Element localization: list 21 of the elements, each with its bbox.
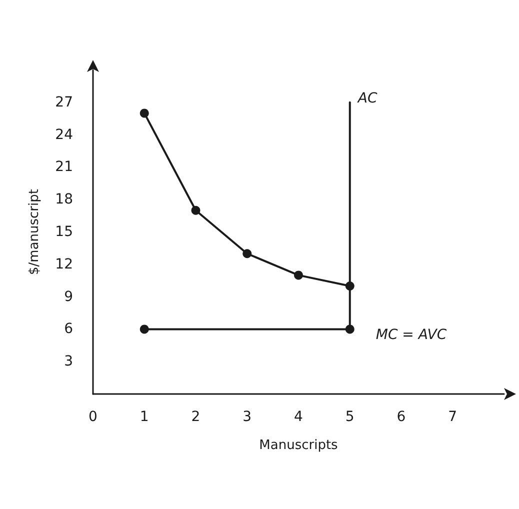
series-label: MC = AVC	[376, 327, 447, 344]
y-tick-label: 21	[55, 159, 73, 176]
x-tick-label: 4	[294, 409, 304, 425]
x-tick-label: 2	[191, 409, 200, 425]
x-tick-label: 0	[88, 409, 98, 425]
y-tick-label: 6	[64, 321, 74, 338]
x-axis-title: Manuscripts	[259, 438, 338, 453]
series-label: AC	[356, 90, 378, 106]
y-tick-label: 15	[55, 224, 73, 240]
y-tick-label: 18	[55, 192, 73, 208]
x-tick-label: 6	[396, 409, 406, 425]
y-tick-label: 12	[55, 256, 73, 272]
y-tick-label: 9	[64, 288, 73, 305]
x-tick-label: 1	[140, 409, 149, 425]
y-tick-label: 24	[55, 126, 74, 143]
y-tick-label: 27	[55, 94, 73, 110]
x-tick-label: 3	[242, 409, 252, 425]
y-tick-label: 3	[64, 354, 73, 370]
y-axis-title: $/manuscript	[27, 189, 42, 275]
x-tick-label: 5	[345, 409, 354, 425]
x-tick-label: 7	[448, 409, 458, 425]
